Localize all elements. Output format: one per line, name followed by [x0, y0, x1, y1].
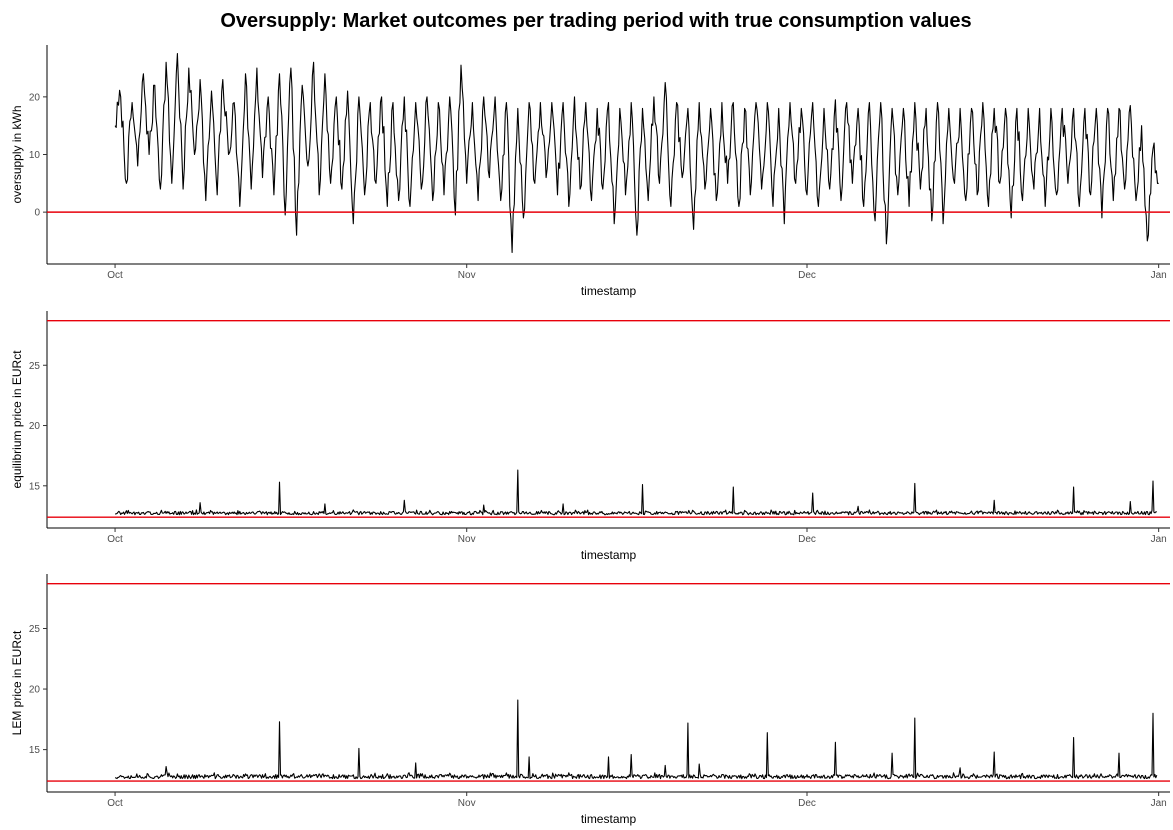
- x-tick-label: Oct: [107, 798, 123, 809]
- chart-panel-equilibrium: 15 20 25 Oct Nov Dec Jan timestamp equilibrium p…: [10, 311, 1170, 562]
- x-tick-label: Oct: [107, 534, 123, 545]
- x-axis-title: timestamp: [581, 812, 637, 826]
- y-axis-title: oversupply in kWh: [10, 105, 24, 203]
- y-tick-label: 10: [29, 150, 41, 161]
- series-line: [114, 53, 1159, 254]
- y-tick-label: 25: [29, 361, 41, 372]
- x-tick-label: Jan: [1151, 798, 1167, 809]
- y-tick-label: 15: [29, 481, 41, 492]
- y-tick-label: 20: [29, 421, 41, 432]
- chart-title: Oversupply: Market outcomes per trading …: [220, 10, 971, 32]
- series-line: [115, 469, 1157, 516]
- x-tick-label: Dec: [798, 270, 816, 281]
- x-tick-label: Nov: [458, 798, 476, 809]
- x-tick-label: Dec: [798, 534, 816, 545]
- y-axis-title: LEM price in EURct: [10, 630, 24, 735]
- x-tick-label: Nov: [458, 534, 476, 545]
- x-axis-title: timestamp: [581, 548, 637, 562]
- y-tick-label: 15: [29, 745, 41, 756]
- series-line: [114, 699, 1158, 780]
- x-tick-label: Jan: [1151, 534, 1167, 545]
- chart-panel-lem: 15 20 25 Oct Nov Dec Jan timestamp LEM price in …: [10, 574, 1170, 826]
- y-axis-title: equilibrium price in EURct: [10, 350, 24, 489]
- y-tick-label: 20: [29, 92, 41, 103]
- chart-panel-oversupply: 0 10 20 Oct Nov Dec Jan timestamp oversupply in …: [10, 45, 1170, 298]
- y-tick-label: 25: [29, 624, 41, 635]
- y-tick-label: 20: [29, 685, 41, 696]
- x-tick-label: Jan: [1151, 270, 1167, 281]
- x-axis-title: timestamp: [581, 284, 637, 298]
- x-tick-label: Dec: [798, 798, 816, 809]
- x-tick-label: Oct: [107, 270, 123, 281]
- y-tick-label: 0: [34, 208, 40, 219]
- x-tick-label: Nov: [458, 270, 476, 281]
